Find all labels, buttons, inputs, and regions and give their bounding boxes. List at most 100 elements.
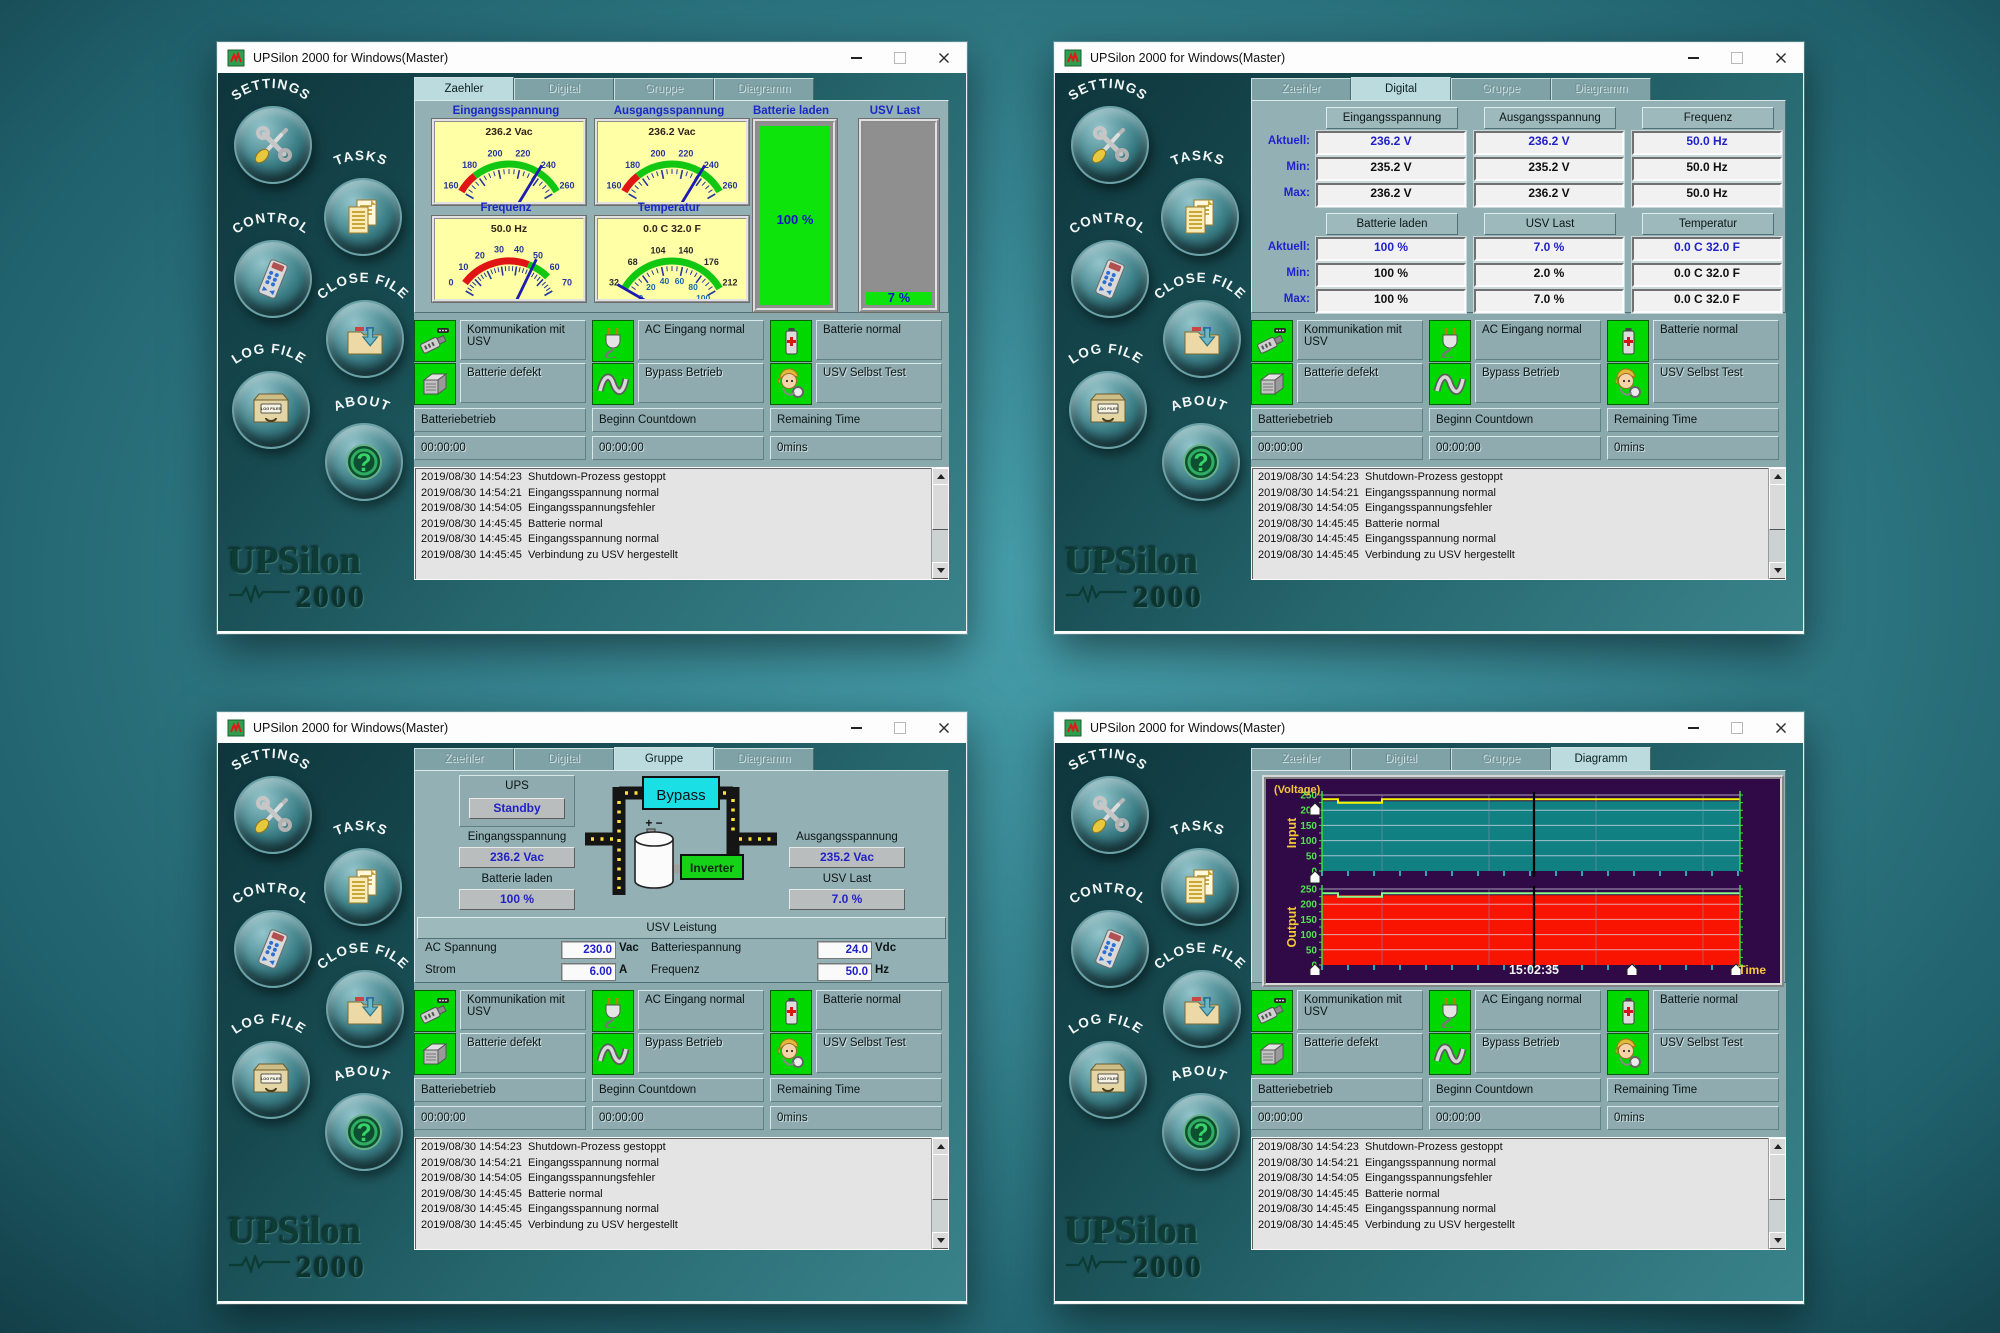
settings-button[interactable] [1071,106,1149,184]
maximize-button[interactable] [1715,713,1759,743]
settings-button[interactable] [234,106,312,184]
slider-handle[interactable] [1626,963,1638,977]
status-indicator: Kommunikation mit USV [1297,320,1423,360]
titlebar[interactable]: UPSilon 2000 for Windows(Master) [1055,713,1803,743]
scroll-up-button[interactable] [1769,1138,1785,1155]
y-axis-tick: 50 [1306,851,1318,862]
about-button[interactable]: ? [325,423,403,501]
close-file-button[interactable] [326,970,404,1048]
close-button[interactable] [922,43,966,73]
log-file-button[interactable]: LOG FILES [1069,371,1147,449]
control-button[interactable] [1071,910,1149,988]
question-glyph: ? [1193,449,1208,477]
about-button[interactable]: ? [1162,1093,1240,1171]
ups-title: UPS [505,780,529,792]
tab-diagramm[interactable]: Diagramm [1551,78,1651,101]
titlebar[interactable]: UPSilon 2000 for Windows(Master) [218,43,966,73]
indicator-label: USV Selbst Test [823,367,906,379]
close-button[interactable] [1759,713,1803,743]
tab-digital[interactable]: Digital [514,748,614,771]
tab-zaehler[interactable]: Zaehler [414,748,514,771]
scroll-down-button[interactable] [932,562,948,579]
minimize-button[interactable] [1671,43,1715,73]
scroll-thumb[interactable] [932,1154,948,1200]
tasks-button[interactable] [1161,178,1239,256]
battery-icon [785,998,798,1025]
minimize-button[interactable] [834,713,878,743]
maximize-button[interactable] [878,713,922,743]
settings-button[interactable] [234,776,312,854]
log-box[interactable]: 2019/08/30 14:54:23 Shutdown-Prozess ges… [1251,467,1786,580]
control-button[interactable] [234,910,312,988]
drawer-tag-label: LOG FILES [1098,1077,1119,1081]
tab-zaehler[interactable]: Zaehler [1251,748,1351,771]
log-scrollbar[interactable] [931,468,948,579]
tab-gruppe[interactable]: Gruppe [1451,78,1551,101]
sidebar-button-label: ABOUT [331,393,391,414]
log-file-button[interactable]: LOG FILES [232,1041,310,1119]
control-button[interactable] [234,240,312,318]
minimize-button[interactable] [1671,713,1715,743]
maximize-button[interactable] [878,43,922,73]
log-box[interactable]: 2019/08/30 14:54:23 Shutdown-Prozess ges… [1251,1137,1786,1250]
log-file-button[interactable]: LOG FILES [232,371,310,449]
close-file-button[interactable] [1163,970,1241,1048]
log-box[interactable]: 2019/08/30 14:54:23 Shutdown-Prozess ges… [414,467,949,580]
log-box[interactable]: 2019/08/30 14:54:23 Shutdown-Prozess ges… [414,1137,949,1250]
close-file-button[interactable] [326,300,404,378]
about-button[interactable]: ? [325,1093,403,1171]
scroll-thumb[interactable] [1769,1154,1785,1200]
tools-icon [254,126,292,164]
tab-label: Diagramm [1574,753,1628,765]
log-scrollbar[interactable] [1768,468,1785,579]
tasks-button[interactable] [324,178,402,256]
tasks-button[interactable] [324,848,402,926]
control-button[interactable] [1071,240,1149,318]
close-file-button[interactable] [1163,300,1241,378]
tab-label: Digital [548,83,580,95]
tab-diagramm[interactable]: Diagramm [1551,747,1651,771]
tab-digital[interactable]: Digital [1351,77,1451,101]
tab-digital[interactable]: Digital [514,78,614,101]
log-scrollbar[interactable] [931,1138,948,1249]
log-file-button[interactable]: LOG FILES [1069,1041,1147,1119]
sidebar-button-label: TASKS [332,148,389,168]
svg-text:CLOSE FILE: CLOSE FILE [314,940,412,972]
slider-handle[interactable] [1309,802,1321,816]
about-button[interactable]: ? [1162,423,1240,501]
scroll-up-button[interactable] [932,1138,948,1155]
tab-zaehler[interactable]: Zaehler [1251,78,1351,101]
tab-gruppe[interactable]: Gruppe [614,747,714,771]
timer-label: Beginn Countdown [599,414,697,426]
scroll-down-button[interactable] [1769,562,1785,579]
tab-zaehler[interactable]: Zaehler [414,77,514,101]
ups-load-bar: 7 % [859,119,939,312]
close-button[interactable] [1759,43,1803,73]
tab-gruppe[interactable]: Gruppe [1451,748,1551,771]
tab-gruppe[interactable]: Gruppe [614,78,714,101]
slider-handle[interactable] [1309,870,1321,884]
scroll-up-button[interactable] [1769,468,1785,485]
tab-diagramm[interactable]: Diagramm [714,748,814,771]
titlebar[interactable]: UPSilon 2000 for Windows(Master) [218,713,966,743]
tab-diagramm[interactable]: Diagramm [714,78,814,101]
gauge-reading: 50.0 Hz [491,223,527,235]
scroll-down-button[interactable] [1769,1232,1785,1249]
tab-digital[interactable]: Digital [1351,748,1451,771]
question-icon: ? [346,1114,382,1150]
indicator-icon-tile [1251,990,1293,1032]
scroll-thumb[interactable] [932,484,948,530]
close-button[interactable] [922,713,966,743]
gauge-scale-label-inner: 80 [688,282,698,292]
maximize-button[interactable] [1715,43,1759,73]
settings-button[interactable] [1071,776,1149,854]
scroll-thumb[interactable] [1769,484,1785,530]
scroll-down-button[interactable] [932,1232,948,1249]
minimize-button[interactable] [834,43,878,73]
tab-page: Eingangsspannung 160 180 200 220 240 260 236.2 … [414,100,949,318]
scroll-up-button[interactable] [932,468,948,485]
sidebar-button-label: LOG FILE [229,341,308,367]
tasks-button[interactable] [1161,848,1239,926]
log-scrollbar[interactable] [1768,1138,1785,1249]
titlebar[interactable]: UPSilon 2000 for Windows(Master) [1055,43,1803,73]
